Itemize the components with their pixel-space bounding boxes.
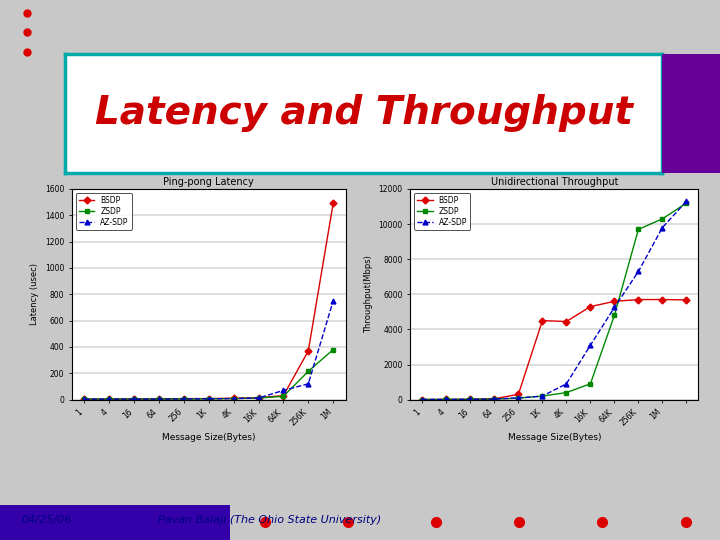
ZSDP (130, 396, 138, 402)
BSDP (682, 296, 690, 303)
ZSDP (514, 395, 523, 401)
BSDP (179, 395, 188, 402)
ZSDP (204, 396, 213, 402)
BSDP (490, 395, 499, 402)
ZSDP (304, 368, 312, 375)
AZ-SDP (442, 396, 451, 403)
AZ-SDP (682, 198, 690, 205)
AZ-SDP (155, 396, 163, 402)
AZ-SDP (490, 396, 499, 402)
BSDP (586, 303, 595, 310)
ZSDP (155, 396, 163, 402)
BSDP (610, 298, 618, 305)
BSDP (130, 396, 138, 402)
Title: Ping-pong Latency: Ping-pong Latency (163, 177, 254, 187)
Y-axis label: Throughput(Mbps): Throughput(Mbps) (364, 255, 373, 333)
AZ-SDP (179, 396, 188, 402)
AZ-SDP (466, 396, 474, 403)
X-axis label: Message Size(Bytes): Message Size(Bytes) (162, 433, 256, 442)
AZ-SDP (279, 387, 288, 394)
BSDP (230, 395, 238, 402)
BSDP (155, 396, 163, 402)
BSDP (80, 396, 89, 402)
X-axis label: Message Size(Bytes): Message Size(Bytes) (508, 433, 601, 442)
ZSDP (586, 381, 595, 387)
Text: 04/25/06: 04/25/06 (22, 515, 72, 525)
AZ-SDP (586, 342, 595, 348)
AZ-SDP (610, 304, 618, 310)
AZ-SDP (304, 381, 312, 387)
AZ-SDP (538, 393, 546, 400)
ZSDP (538, 393, 546, 400)
AZ-SDP (204, 396, 213, 402)
BSDP (562, 318, 571, 325)
ZSDP (634, 226, 643, 233)
BSDP (442, 396, 451, 403)
ZSDP (179, 396, 188, 402)
ZSDP (230, 395, 238, 402)
AZ-SDP (418, 396, 427, 403)
Text: Latency and Throughput: Latency and Throughput (94, 94, 633, 132)
ZSDP (490, 396, 499, 402)
AZ-SDP (130, 396, 138, 402)
Line: ZSDP: ZSDP (420, 200, 689, 402)
Line: BSDP: BSDP (420, 297, 689, 402)
BSDP (538, 318, 546, 324)
BSDP (634, 296, 643, 303)
ZSDP (105, 396, 114, 402)
AZ-SDP (105, 396, 114, 402)
AZ-SDP (329, 298, 338, 304)
ZSDP (418, 396, 427, 403)
BSDP (204, 395, 213, 402)
BSDP (105, 396, 114, 402)
Y-axis label: Latency (usec): Latency (usec) (30, 264, 40, 325)
BSDP (254, 394, 263, 401)
BSDP (304, 348, 312, 354)
BSDP (514, 391, 523, 397)
ZSDP (610, 312, 618, 319)
Legend: BSDP, ZSDP, AZ-SDP: BSDP, ZSDP, AZ-SDP (76, 193, 132, 230)
AZ-SDP (634, 268, 643, 275)
ZSDP (562, 389, 571, 396)
ZSDP (466, 396, 474, 403)
BSDP (329, 200, 338, 207)
ZSDP (682, 200, 690, 206)
AZ-SDP (658, 225, 667, 231)
Line: ZSDP: ZSDP (82, 347, 336, 402)
Legend: BSDP, ZSDP, AZ-SDP: BSDP, ZSDP, AZ-SDP (414, 193, 470, 230)
Line: BSDP: BSDP (82, 201, 336, 401)
BSDP (279, 393, 288, 399)
Line: AZ-SDP: AZ-SDP (82, 299, 336, 402)
AZ-SDP (254, 395, 263, 401)
ZSDP (658, 215, 667, 222)
AZ-SDP (80, 396, 89, 402)
ZSDP (254, 395, 263, 401)
ZSDP (329, 346, 338, 353)
ZSDP (442, 396, 451, 403)
Title: Unidirectional Throughput: Unidirectional Throughput (490, 177, 618, 187)
AZ-SDP (514, 395, 523, 401)
Line: AZ-SDP: AZ-SDP (420, 199, 689, 402)
BSDP (466, 396, 474, 402)
ZSDP (80, 396, 89, 402)
AZ-SDP (562, 381, 571, 387)
ZSDP (279, 393, 288, 400)
Text: Pavan Balaji (The Ohio State University): Pavan Balaji (The Ohio State University) (158, 515, 382, 525)
BSDP (418, 396, 427, 403)
BSDP (658, 296, 667, 303)
AZ-SDP (230, 395, 238, 402)
